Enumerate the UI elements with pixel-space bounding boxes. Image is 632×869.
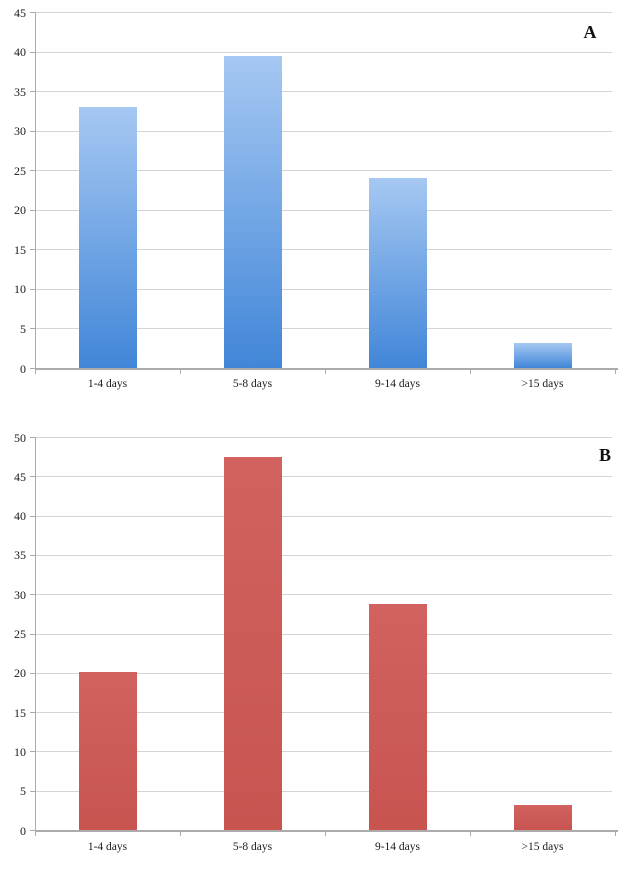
y-axis-tick-b-5 [30, 790, 35, 792]
gridline-a-20 [35, 209, 612, 211]
gridline-b-20 [35, 672, 612, 674]
gridline-b-45 [35, 476, 612, 478]
x-category-label-b-4: >15 days [521, 841, 564, 853]
x-category-label-a-3: 9-14 days [374, 378, 421, 390]
panel-a-label: A [583, 22, 597, 42]
y-axis-tick-a-25 [30, 170, 35, 172]
gridline-b-40 [35, 515, 612, 517]
y-tick-label-a-25: 25 [14, 163, 26, 178]
x-category-label-b-2: 5-8 days [232, 841, 273, 853]
y-tick-label-b-25: 25 [14, 627, 26, 641]
y-axis-tick-a-45 [30, 12, 35, 13]
y-tick-label-a-35: 35 [14, 84, 26, 99]
bar-a-9-14-days [368, 178, 427, 368]
y-axis-tick-a-10 [30, 288, 35, 290]
y-axis-tick-b-20 [30, 672, 35, 674]
y-tick-label-a-45: 45 [14, 5, 26, 20]
gridline-a-45 [35, 12, 612, 13]
y-axis-tick-b-40 [30, 515, 35, 517]
y-tick-label-a-15: 15 [14, 242, 26, 257]
y-tick-label-a-40: 40 [14, 45, 26, 60]
bar-a-1-4-days [78, 106, 137, 368]
y-axis-tick-a-35 [30, 91, 35, 93]
bar-a-15-days [513, 342, 572, 368]
y-tick-label-b-5: 5 [20, 784, 26, 799]
gridline-a-35 [35, 91, 612, 93]
gridline-a-25 [35, 170, 612, 172]
x-category-label-a-2: 5-8 days [232, 378, 273, 390]
y-tick-label-b-30: 30 [14, 587, 26, 602]
x-axis-tick-b-3 [470, 832, 471, 836]
bar-a-5-8-days [223, 55, 282, 368]
x-axis-line-a [35, 368, 618, 370]
y-tick-label-b-45: 45 [14, 469, 26, 484]
x-axis-tick-b-1 [180, 832, 181, 836]
x-category-label-b-1: 1-4 days [87, 841, 128, 853]
y-axis-line-b [35, 437, 36, 831]
y-tick-label-a-10: 10 [14, 282, 26, 297]
y-axis-tick-a-5 [30, 328, 35, 330]
gridline-b-50 [35, 437, 612, 438]
y-tick-label-b-35: 35 [14, 548, 26, 563]
gridline-b-15 [35, 712, 612, 714]
y-axis-tick-a-15 [30, 249, 35, 251]
y-tick-label-b-15: 15 [14, 705, 26, 720]
x-axis-tick-b-2 [325, 832, 326, 836]
x-axis-tick-a-4 [615, 370, 616, 374]
x-axis-tick-a-1 [180, 370, 181, 374]
y-axis-tick-a-20 [30, 209, 35, 211]
y-axis-tick-a-0 [30, 368, 35, 369]
y-tick-label-a-5: 5 [20, 321, 26, 336]
bar-b-5-8-days [223, 457, 282, 830]
y-axis-line-a [35, 12, 36, 369]
gridline-b-10 [35, 751, 612, 753]
y-tick-label-b-0: 0 [20, 823, 26, 838]
bar-b-15-days [513, 804, 572, 830]
gridline-a-40 [35, 51, 612, 53]
y-axis-tick-a-40 [30, 51, 35, 53]
gridline-a-15 [35, 249, 612, 251]
x-axis-tick-b-0 [35, 832, 36, 836]
gridline-a-5 [35, 328, 612, 330]
gridline-a-10 [35, 288, 612, 290]
y-tick-label-b-50: 50 [14, 430, 26, 445]
y-tick-label-a-20: 20 [14, 203, 26, 218]
gridline-b-25 [35, 633, 612, 635]
gridline-a-30 [35, 130, 612, 132]
y-axis-tick-b-50 [30, 437, 35, 438]
y-axis-tick-b-45 [30, 476, 35, 478]
x-axis-tick-a-0 [35, 370, 36, 374]
y-axis-tick-b-35 [30, 554, 35, 556]
gridline-b-35 [35, 554, 612, 556]
y-tick-label-b-10: 10 [14, 744, 26, 759]
x-category-label-a-4: >15 days [521, 378, 564, 390]
gridline-b-5 [35, 790, 612, 792]
x-category-label-b-3: 9-14 days [374, 841, 421, 853]
y-axis-tick-b-30 [30, 594, 35, 596]
y-tick-label-a-0: 0 [20, 361, 26, 376]
y-tick-label-b-40: 40 [14, 509, 26, 524]
bar-b-9-14-days [368, 604, 427, 830]
x-axis-line-b [35, 830, 618, 832]
y-tick-label-b-20: 20 [14, 666, 26, 681]
bar-b-1-4-days [78, 672, 137, 830]
x-axis-tick-a-2 [325, 370, 326, 374]
x-axis-tick-b-4 [615, 832, 616, 836]
y-tick-label-a-30: 30 [14, 124, 26, 139]
y-axis-tick-a-30 [30, 130, 35, 132]
y-axis-tick-b-10 [30, 751, 35, 753]
y-axis-tick-b-25 [30, 633, 35, 635]
x-category-label-a-1: 1-4 days [87, 378, 128, 390]
panel-b-label: B [598, 445, 611, 465]
x-axis-tick-a-3 [470, 370, 471, 374]
gridline-b-30 [35, 594, 612, 596]
y-axis-tick-b-15 [30, 712, 35, 714]
y-axis-tick-b-0 [30, 830, 35, 831]
